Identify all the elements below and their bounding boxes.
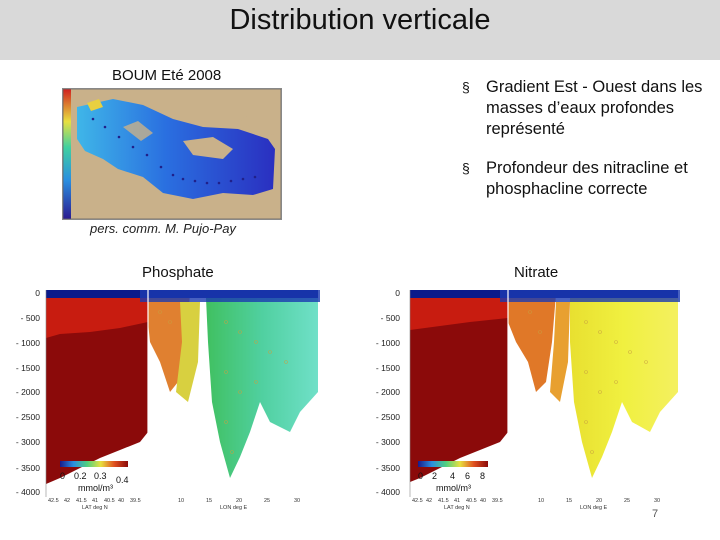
x-tick: 15 — [206, 498, 213, 504]
phosphate-section-plot — [45, 290, 320, 497]
nitrate-label: Nitrate — [514, 264, 559, 281]
x-tick: 42.5 — [412, 498, 423, 504]
phosphate-label: Phosphate — [142, 264, 214, 281]
x-tick: 40 — [118, 498, 125, 504]
depth-tick: - 2000 — [375, 387, 400, 397]
bullet-list: § Gradient Est - Ouest dans les masses d… — [462, 77, 712, 218]
colorbar-tick: 0.2 — [74, 471, 87, 481]
nitrate-section: 0 - 500 - 1000 - 1500 - 2000 - 2500 - 30… — [360, 282, 690, 512]
colorbar-tick: 0.4 — [116, 475, 129, 485]
bullet-text: Profondeur des nitracline et phosphaclin… — [486, 159, 688, 198]
x-axis-label-left: LAT deg N — [444, 505, 470, 511]
x-tick: 20 — [596, 498, 603, 504]
nitrate-colorbar — [418, 461, 488, 467]
colorbar-tick: 0 — [418, 471, 424, 481]
x-tick: 25 — [624, 498, 631, 504]
x-tick: 39.5 — [130, 498, 141, 504]
colorbar-unit: mmol/m³ — [78, 483, 113, 493]
depth-tick: - 3000 — [15, 437, 40, 447]
colorbar-tick: 6 — [465, 471, 471, 481]
x-tick: 40 — [480, 498, 487, 504]
depth-tick: - 1500 — [375, 363, 400, 373]
depth-tick: - 2000 — [15, 387, 40, 397]
colorbar-tick: 4 — [450, 471, 456, 481]
depth-tick: - 1000 — [15, 338, 40, 348]
x-axis-label-right: LON deg E — [220, 505, 248, 511]
colorbar-tick: 2 — [432, 471, 438, 481]
x-tick: 20 — [236, 498, 243, 504]
depth-tick: - 3500 — [15, 463, 40, 473]
x-tick: 40.5 — [104, 498, 115, 504]
depth-tick: - 3000 — [375, 437, 400, 447]
data-credit: pers. comm. M. Pujo-Pay — [90, 221, 236, 236]
colorbar-tick: 0.3 — [94, 471, 107, 481]
x-tick: 41.5 — [76, 498, 87, 504]
depth-tick: - 3500 — [375, 463, 400, 473]
depth-tick: - 4000 — [15, 487, 40, 497]
x-tick: 10 — [178, 498, 185, 504]
x-tick: 42 — [64, 498, 71, 504]
bullet-item: § Profondeur des nitracline et phosphacl… — [462, 158, 712, 200]
x-tick: 25 — [264, 498, 271, 504]
x-tick: 41 — [92, 498, 99, 504]
colorbar-tick: 0 — [60, 471, 66, 481]
colorbar-tick: 8 — [480, 471, 486, 481]
bullet-marker-icon: § — [462, 160, 470, 176]
title-bar — [0, 0, 720, 60]
slide-title: Distribution verticale — [229, 4, 491, 36]
mediterranean-map — [62, 88, 282, 220]
bullet-item: § Gradient Est - Ouest dans les masses d… — [462, 77, 712, 140]
x-tick: 10 — [538, 498, 545, 504]
x-tick: 41.5 — [438, 498, 449, 504]
x-axis-label-left: LAT deg N — [82, 505, 108, 511]
depth-tick: - 2500 — [375, 412, 400, 422]
bullet-marker-icon: § — [462, 79, 470, 95]
depth-tick: - 1000 — [375, 338, 400, 348]
depth-tick: 0 — [35, 288, 40, 298]
depth-tick: - 500 — [20, 313, 40, 323]
x-tick: 39.5 — [492, 498, 503, 504]
x-tick: 40.5 — [466, 498, 477, 504]
colorbar-unit: mmol/m³ — [436, 483, 471, 493]
x-tick: 41 — [454, 498, 461, 504]
x-tick: 15 — [566, 498, 573, 504]
map-caption: BOUM Eté 2008 — [112, 67, 222, 84]
x-tick: 30 — [654, 498, 661, 504]
page-number: 7 — [652, 508, 659, 520]
x-axis-label-right: LON deg E — [580, 505, 608, 511]
depth-tick: - 1500 — [15, 363, 40, 373]
phosphate-colorbar — [60, 461, 128, 467]
x-tick: 30 — [294, 498, 301, 504]
nitrate-section-plot — [409, 290, 680, 497]
depth-tick: - 4000 — [375, 487, 400, 497]
depth-tick: 0 — [395, 288, 400, 298]
depth-tick: - 500 — [380, 313, 400, 323]
x-tick: 42 — [426, 498, 433, 504]
depth-tick: - 2500 — [15, 412, 40, 422]
phosphate-section: 0 - 500 - 1000 - 1500 - 2000 - 2500 - 30… — [0, 282, 330, 512]
x-tick: 42.5 — [48, 498, 59, 504]
bullet-text: Gradient Est - Ouest dans les masses d’e… — [486, 78, 703, 138]
